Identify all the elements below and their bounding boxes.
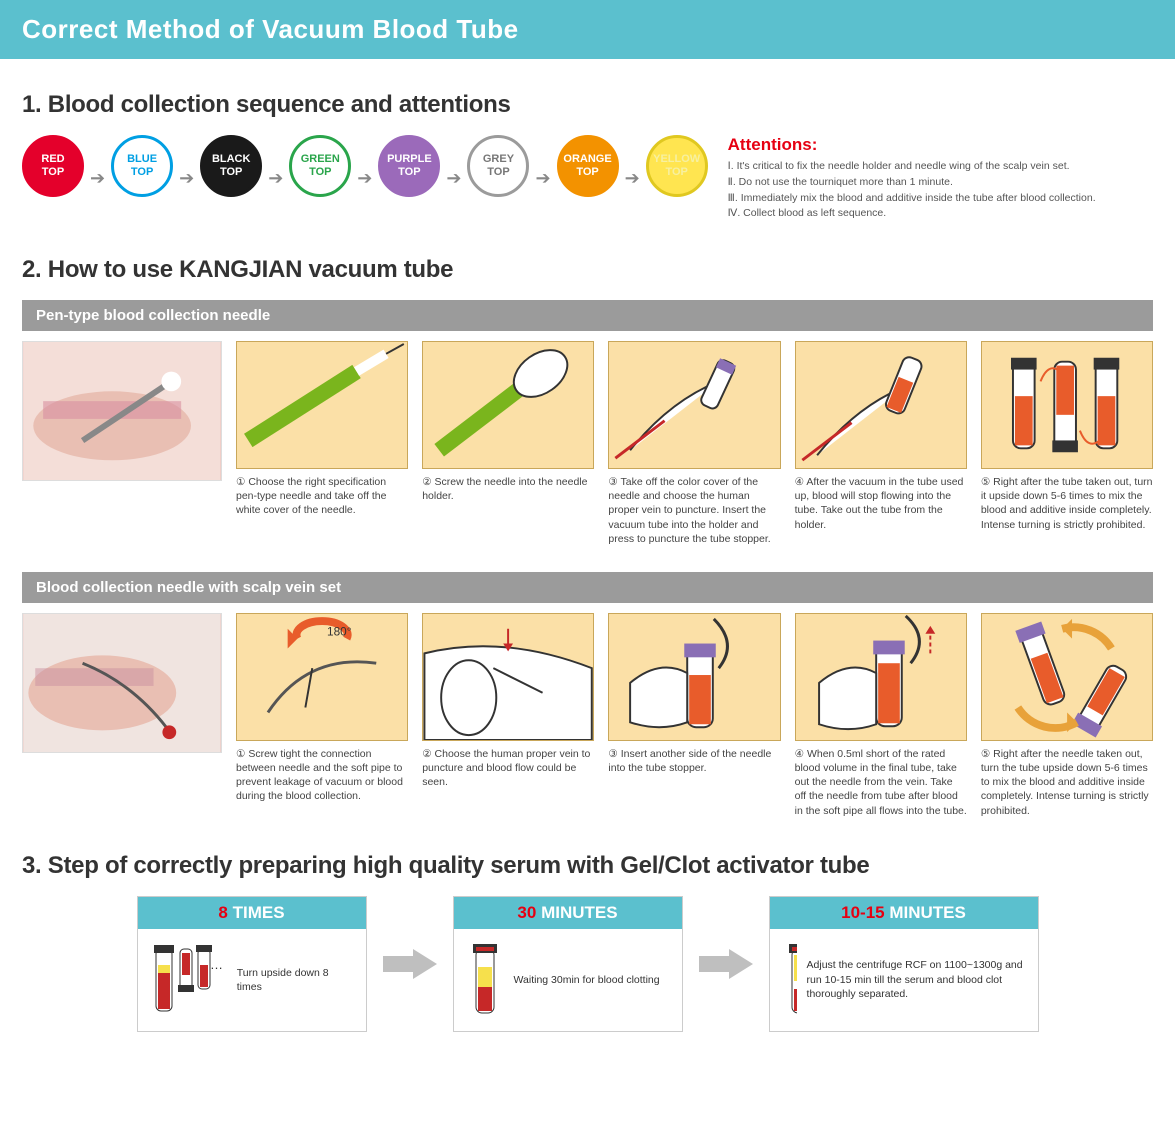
scalp-grid: 180° ① Screw tight the connection betwee… <box>22 613 1153 818</box>
arrow-icon <box>699 949 753 979</box>
section1-title: 1. Blood collection sequence and attenti… <box>22 91 1153 119</box>
pen-grid: ① Choose the right specification pen-typ… <box>22 341 1153 546</box>
scalp-step-3-img <box>608 613 780 741</box>
serum-head-3: 10-15 MINUTES <box>770 897 1038 929</box>
scalp-step-5-img <box>981 613 1153 741</box>
scalp-step-2-txt: ② Choose the human proper vein to punctu… <box>422 747 594 790</box>
serum-box-3: 10-15 MINUTES Adjust the centrifuge RCF … <box>769 896 1039 1032</box>
pen-step-2-img <box>422 341 594 469</box>
tube-black: BLACKTOP <box>200 135 262 197</box>
pen-step-2: ② Screw the needle into the needle holde… <box>422 341 594 503</box>
serum-box-2: 30 MINUTES Waiting 30min for blood clott… <box>453 896 683 1032</box>
tube-yellow: YELLOWTOP <box>646 135 708 197</box>
pen-step-4-txt: ④ After the vacuum in the tube used up, … <box>795 475 967 532</box>
pen-step-4: ④ After the vacuum in the tube used up, … <box>795 341 967 532</box>
arrow-icon <box>383 949 437 979</box>
serum-box-1: 8 TIMES … Turn upside down 8 times <box>137 896 367 1032</box>
serum-body-1: Turn upside down 8 times <box>237 966 356 994</box>
attentions-line: Ⅲ. Immediately mix the blood and additiv… <box>728 191 1153 207</box>
seq-arrow-icon: ➔ <box>535 168 550 189</box>
serum-body-2: Waiting 30min for blood clotting <box>514 973 660 987</box>
tube-red: REDTOP <box>22 135 84 197</box>
scalp-step-2-img <box>422 613 594 741</box>
page-banner: Correct Method of Vacuum Blood Tube <box>0 0 1175 59</box>
rotation-label: 180° <box>327 625 352 639</box>
section2-title: 2. How to use KANGJIAN vacuum tube <box>22 256 1153 284</box>
pen-step-5: ⑤ Right after the tube taken out, turn i… <box>981 341 1153 532</box>
pen-step-5-img <box>981 341 1153 469</box>
pen-step-3: ③ Take off the color cover of the needle… <box>608 341 780 546</box>
attentions-block: Attentions: Ⅰ. It's critical to fix the n… <box>728 135 1153 222</box>
serum-row: 8 TIMES … Turn upside down 8 times 30 MI… <box>22 896 1153 1032</box>
tube-orange: ORANGETOP <box>557 135 619 197</box>
tube-grey: GREYTOP <box>467 135 529 197</box>
attentions-title: Attentions: <box>728 135 1153 155</box>
scalp-step-4-txt: ④ When 0.5ml short of the rated blood vo… <box>795 747 967 818</box>
banner-title: Correct Method of Vacuum Blood Tube <box>22 14 519 44</box>
scalp-photo <box>22 613 222 753</box>
scalp-step-2: ② Choose the human proper vein to punctu… <box>422 613 594 790</box>
scalp-step-3-txt: ③ Insert another side of the needle into… <box>608 747 780 775</box>
attentions-line: Ⅳ. Collect blood as left sequence. <box>728 206 1153 222</box>
sequence-row: REDTOP ➔ BLUETOP ➔ BLACKTOP ➔ GREENTOP ➔ PURPLET… <box>22 135 1153 222</box>
pen-step-3-img <box>608 341 780 469</box>
scalp-step-5-txt: ⑤ Right after the needle taken out, turn… <box>981 747 1153 818</box>
tube-green: GREENTOP <box>289 135 351 197</box>
scalp-step-5: ⑤ Right after the needle taken out, turn… <box>981 613 1153 818</box>
scalp-step-1-txt: ① Screw tight the connection between nee… <box>236 747 408 804</box>
attentions-line: Ⅰ. It's critical to fix the needle holde… <box>728 159 1153 175</box>
seq-arrow-icon: ➔ <box>357 168 372 189</box>
section3-title: 3. Step of correctly preparing high qual… <box>22 852 1153 880</box>
pen-photo <box>22 341 222 481</box>
tube-blue: BLUETOP <box>111 135 173 197</box>
scalp-step-3: ③ Insert another side of the needle into… <box>608 613 780 775</box>
scalp-step-4: ④ When 0.5ml short of the rated blood vo… <box>795 613 967 818</box>
serum-icon-3 <box>780 941 797 1019</box>
pen-step-3-txt: ③ Take off the color cover of the needle… <box>608 475 780 546</box>
seq-arrow-icon: ➔ <box>625 168 640 189</box>
seq-arrow-icon: ➔ <box>268 168 283 189</box>
seq-arrow-icon: ➔ <box>446 168 461 189</box>
serum-head-1: 8 TIMES <box>138 897 366 929</box>
serum-head-2: 30 MINUTES <box>454 897 682 929</box>
pen-subbar: Pen-type blood collection needle <box>22 300 1153 331</box>
pen-step-4-img <box>795 341 967 469</box>
pen-step-1: ① Choose the right specification pen-typ… <box>236 341 408 518</box>
pen-step-2-txt: ② Screw the needle into the needle holde… <box>422 475 594 503</box>
seq-arrow-icon: ➔ <box>90 168 105 189</box>
pen-step-1-img <box>236 341 408 469</box>
scalp-subbar: Blood collection needle with scalp vein … <box>22 572 1153 603</box>
tube-purple: PURPLETOP <box>378 135 440 197</box>
serum-icon-1: … <box>148 941 227 1019</box>
scalp-step-1: 180° ① Screw tight the connection betwee… <box>236 613 408 804</box>
seq-arrow-icon: ➔ <box>179 168 194 189</box>
scalp-step-1-img: 180° <box>236 613 408 741</box>
scalp-step-4-img <box>795 613 967 741</box>
serum-body-3: Adjust the centrifuge RCF on 1100~1300g … <box>807 958 1028 1001</box>
attentions-line: Ⅱ. Do not use the tourniquet more than 1… <box>728 175 1153 191</box>
serum-icon-2 <box>464 941 504 1019</box>
svg-text:…: … <box>210 957 223 972</box>
pen-step-1-txt: ① Choose the right specification pen-typ… <box>236 475 408 518</box>
content: 1. Blood collection sequence and attenti… <box>0 59 1175 1062</box>
pen-step-5-txt: ⑤ Right after the tube taken out, turn i… <box>981 475 1153 532</box>
